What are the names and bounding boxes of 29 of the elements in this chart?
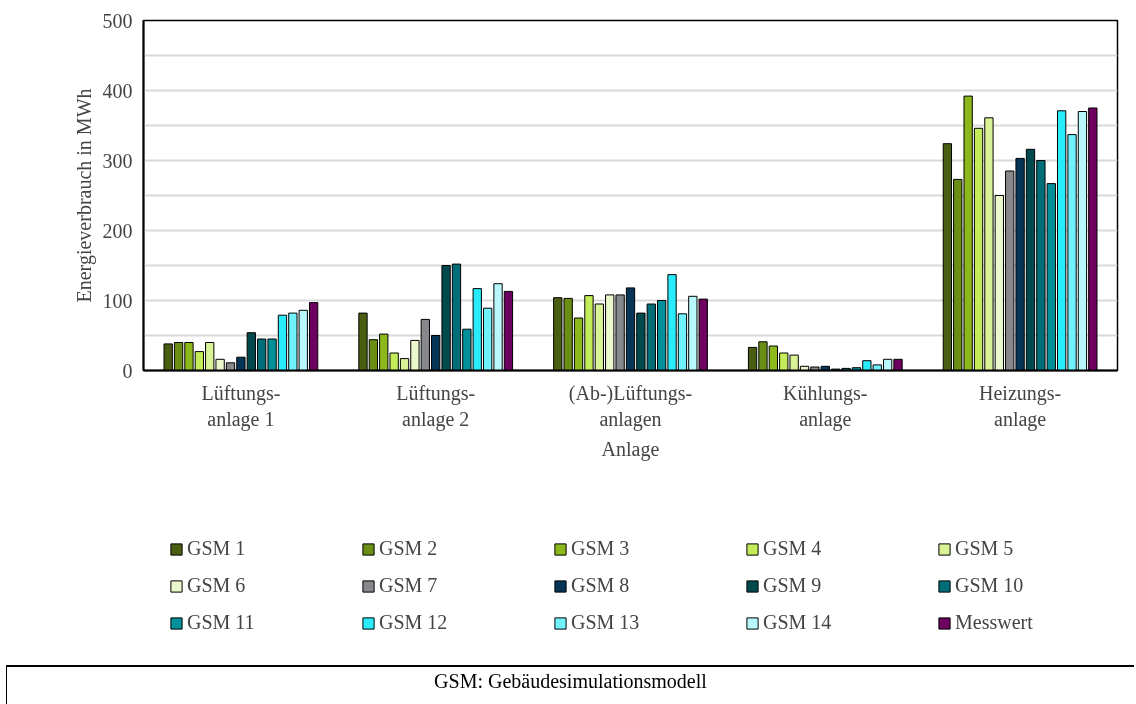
y-tick-label: 200 bbox=[102, 219, 133, 242]
x-tick-label: Heizungs- anlage bbox=[979, 381, 1062, 431]
legend-label: GSM 2 bbox=[379, 537, 439, 560]
x-tick-label: (Ab-)Lüftungs- anlagen bbox=[568, 381, 693, 431]
legend-label: GSM 9 bbox=[763, 574, 823, 597]
legend-label: GSM 14 bbox=[763, 611, 833, 634]
x-tick-label: Lüftungs- anlage 2 bbox=[396, 381, 476, 431]
legend-label: GSM 6 bbox=[187, 574, 247, 597]
legend-label: GSM 7 bbox=[379, 574, 439, 597]
legend-label: GSM 3 bbox=[571, 537, 631, 560]
legend-label: GSM 8 bbox=[571, 574, 631, 597]
legend-label: GSM 11 bbox=[187, 611, 256, 634]
y-tick-label: 500 bbox=[102, 9, 133, 32]
legend-label: GSM 10 bbox=[955, 574, 1025, 597]
y-axis-title: Energieverbrauch in MWh bbox=[72, 88, 96, 303]
y-tick-label: 100 bbox=[102, 289, 133, 312]
y-tick-label: 0 bbox=[122, 359, 133, 382]
text: GSM: Gebäudesimulationsmodell bbox=[434, 669, 707, 694]
x-axis-title: Anlage bbox=[601, 437, 660, 461]
legend-label: Messwert bbox=[955, 611, 1034, 634]
legend-label: GSM 1 bbox=[187, 537, 247, 560]
x-tick-label: Lüftungs- anlage 1 bbox=[201, 381, 281, 431]
legend-label: GSM 13 bbox=[571, 611, 641, 634]
legend-label: GSM 12 bbox=[379, 611, 449, 634]
legend-label: GSM 5 bbox=[955, 537, 1015, 560]
y-tick-label: 300 bbox=[102, 149, 133, 172]
y-tick-label: 400 bbox=[102, 79, 133, 102]
legend-label: GSM 4 bbox=[763, 537, 823, 560]
x-tick-label: Kühlungs- anlage bbox=[783, 381, 868, 431]
